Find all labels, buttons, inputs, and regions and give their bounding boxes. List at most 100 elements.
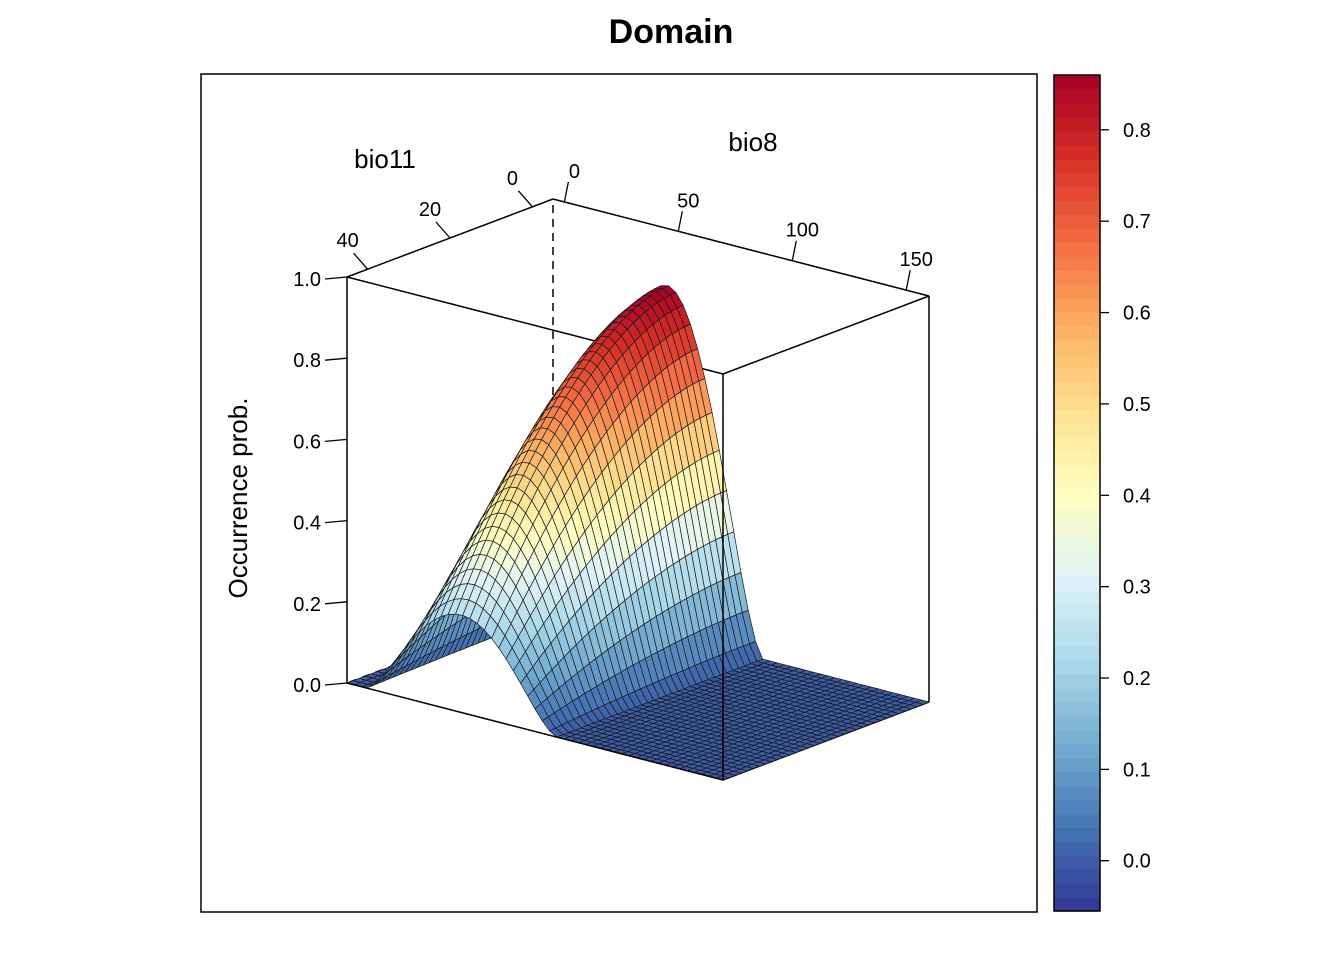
colorbar-segment xyxy=(1054,381,1100,397)
z-tick-label: 0.6 xyxy=(293,431,321,453)
colorbar-segment xyxy=(1054,367,1100,383)
colorbar-segment xyxy=(1054,423,1100,438)
colorbar-segment xyxy=(1054,88,1100,104)
colorbar-tick-label: 0.5 xyxy=(1123,394,1151,416)
colorbar-tick-label: 0.8 xyxy=(1123,120,1151,142)
plot-frame xyxy=(200,73,1038,913)
y-tick xyxy=(435,221,451,239)
colorbar-segment xyxy=(1054,869,1100,884)
colorbar-segment xyxy=(1054,548,1100,564)
colorbar-segment xyxy=(1054,534,1100,550)
colorbar-segment xyxy=(1054,158,1100,174)
box-edge xyxy=(552,198,930,297)
y-tick xyxy=(517,190,533,208)
colorbar-segment xyxy=(1054,102,1100,118)
colorbar-segment xyxy=(1054,116,1100,132)
colorbar-segment xyxy=(1054,451,1100,466)
colorbar-tick-label: 0.4 xyxy=(1123,485,1151,507)
box-edge xyxy=(346,682,724,781)
x-tick-label: 50 xyxy=(677,190,699,212)
z-tick xyxy=(324,357,348,361)
colorbar-segment xyxy=(1054,743,1100,759)
colorbar-segment xyxy=(1054,493,1100,508)
colorbar-tick-label: 0.6 xyxy=(1123,303,1151,325)
colorbar-segment xyxy=(1054,618,1100,633)
z-tick-label: 0.0 xyxy=(293,675,321,697)
y-tick-label: 40 xyxy=(336,230,358,252)
y-tick-label: 20 xyxy=(419,199,441,221)
colorbar-segment xyxy=(1054,632,1100,647)
z-axis-label: Occurrence prob. xyxy=(223,398,253,599)
colorbar-segment xyxy=(1054,827,1100,842)
colorbar-segment xyxy=(1054,75,1100,90)
colorbar-segment xyxy=(1054,520,1100,536)
colorbar-segment xyxy=(1054,813,1100,828)
colorbar-tick-label: 0.2 xyxy=(1123,668,1151,690)
z-tick xyxy=(324,682,348,686)
colorbar-segment xyxy=(1054,562,1100,578)
colorbar-segment xyxy=(1054,688,1100,703)
x-tick xyxy=(677,211,683,232)
colorbar-segment xyxy=(1054,144,1100,160)
colorbar-segment xyxy=(1054,270,1100,285)
z-tick-label: 0.2 xyxy=(293,594,321,616)
x-tick-label: 0 xyxy=(569,161,580,183)
colorbar-segment xyxy=(1054,214,1100,229)
colorbar-segment xyxy=(1054,228,1100,243)
z-tick xyxy=(324,438,348,443)
colorbar-segment xyxy=(1054,897,1100,912)
colorbar-segment xyxy=(1054,757,1100,773)
colorbar-segment xyxy=(1054,409,1100,424)
z-tick xyxy=(324,276,348,280)
colorbar-segment xyxy=(1054,506,1100,522)
colorbar-segment xyxy=(1054,646,1100,661)
chart-title: Domain xyxy=(609,13,734,51)
colorbar-segment xyxy=(1054,785,1100,801)
colorbar-tick-label: 0.7 xyxy=(1123,211,1151,233)
colorbar-segment xyxy=(1054,479,1100,494)
colorbar-segment xyxy=(1054,576,1100,592)
x-tick xyxy=(791,240,797,261)
colorbar-segment xyxy=(1054,604,1100,619)
colorbar-segment xyxy=(1054,883,1100,898)
surface-mesh xyxy=(346,285,930,781)
y-axis-label: bio11 xyxy=(354,144,416,174)
colorbar-segment xyxy=(1054,186,1100,201)
colorbar-tick-label: 0.1 xyxy=(1123,759,1151,781)
z-tick-label: 0.4 xyxy=(293,513,321,535)
colorbar-segment xyxy=(1054,284,1100,299)
colorbar-segment xyxy=(1054,660,1100,675)
x-tick xyxy=(905,269,911,291)
colorbar-segment xyxy=(1054,437,1100,452)
colorbar-segment xyxy=(1054,674,1100,689)
x-tick-label: 150 xyxy=(900,249,933,271)
colorbar-segment xyxy=(1054,311,1100,327)
x-tick xyxy=(563,181,570,203)
colorbar-segment xyxy=(1054,715,1100,731)
colorbar-segment xyxy=(1054,799,1100,815)
box-front-edges xyxy=(346,277,724,781)
colorbar-segment xyxy=(1054,172,1100,188)
z-tick-label: 0.8 xyxy=(293,350,321,372)
colorbar-tick-label: 0.0 xyxy=(1123,851,1151,873)
axes: 0.0 0.2 0.4 0.6 0.8 1.0 0 50 100 150 0 20 40 xyxy=(293,161,933,697)
colorbar-segment xyxy=(1054,590,1100,606)
box-edge xyxy=(722,295,930,375)
colorbar-segment xyxy=(1054,256,1100,271)
colorbar-frame xyxy=(1053,74,1101,912)
colorbar-segment xyxy=(1054,200,1100,215)
colorbar-segment xyxy=(1054,325,1100,341)
colorbar-segment xyxy=(1054,841,1100,856)
z-tick xyxy=(324,601,348,605)
colorbar: 0.0 0.1 0.2 0.3 0.4 0.5 0.6 0.7 0.8 xyxy=(1053,74,1151,912)
x-axis-label: bio8 xyxy=(728,127,777,157)
colorbar-segment xyxy=(1054,297,1100,313)
colorbar-segment xyxy=(1054,465,1100,480)
colorbar-tick-label: 0.3 xyxy=(1123,577,1151,599)
z-tick xyxy=(324,519,348,524)
x-tick-label: 100 xyxy=(786,220,819,242)
colorbar-segment xyxy=(1054,729,1100,745)
colorbar-segment xyxy=(1054,702,1100,717)
